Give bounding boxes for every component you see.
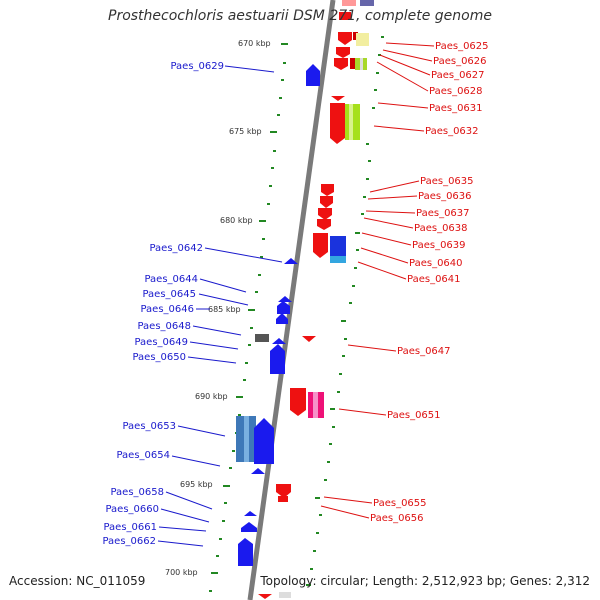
reverse-gene-glyphs bbox=[258, 0, 374, 599]
gene-label[interactable]: Paes_0641 bbox=[407, 274, 461, 285]
genome-backbone bbox=[247, 0, 336, 600]
gene-label[interactable]: Paes_0636 bbox=[418, 191, 472, 202]
gene-label[interactable]: Paes_0658 bbox=[110, 487, 164, 498]
minor-ticks-right bbox=[306, 36, 384, 586]
gene-glyph-paes-0635[interactable] bbox=[321, 184, 334, 196]
gene-glyph-paes-0628[interactable] bbox=[334, 58, 348, 70]
gene-label[interactable]: Paes_0662 bbox=[102, 536, 156, 547]
gene-label[interactable]: Paes_0639 bbox=[412, 240, 466, 251]
gene-label[interactable]: Paes_0661 bbox=[103, 522, 157, 533]
gene-glyph-paes-0627[interactable] bbox=[336, 47, 350, 58]
gene-label[interactable]: Paes_0640 bbox=[409, 258, 463, 269]
forward-leader-lines bbox=[157, 65, 283, 547]
gene-glyph-paes-0638[interactable] bbox=[317, 219, 331, 230]
minor-ticks-left bbox=[209, 62, 286, 592]
map-title: Prosthecochloris aestuarii DSM 271, comp… bbox=[108, 8, 492, 24]
scale-label: 670 kbp bbox=[238, 39, 271, 48]
reverse-gene-labels: Paes_0625 Paes_0626 Paes_0627 Paes_0628 … bbox=[370, 41, 489, 524]
gene-glyph-paes-0645[interactable] bbox=[277, 301, 290, 314]
genome-summary-text: Topology: circular; Length: 2,512,923 bp… bbox=[260, 574, 590, 588]
major-tick bbox=[270, 131, 277, 133]
major-tick bbox=[259, 220, 266, 222]
gene-glyph-paes-0651-a[interactable] bbox=[290, 388, 306, 416]
gene-glyph-paes-0636[interactable] bbox=[320, 196, 333, 208]
gene-glyph-paes-0639[interactable] bbox=[313, 233, 328, 258]
major-tick bbox=[281, 43, 288, 45]
gene-glyph-paes-0626[interactable] bbox=[356, 33, 369, 46]
gene-label[interactable]: Paes_0650 bbox=[132, 352, 186, 363]
gene-label[interactable]: Paes_0660 bbox=[105, 504, 159, 515]
gene-glyph-paes-0648[interactable] bbox=[255, 334, 269, 342]
gene-label[interactable]: Paes_0642 bbox=[149, 243, 203, 254]
gene-label[interactable]: Paes_0629 bbox=[170, 61, 224, 72]
gene-label[interactable]: Paes_0638 bbox=[414, 223, 468, 234]
gene-label[interactable]: Paes_0646 bbox=[140, 304, 194, 315]
major-tick bbox=[236, 396, 243, 398]
gene-glyph-paes-0655[interactable] bbox=[276, 484, 291, 498]
gene-label[interactable]: Paes_0627 bbox=[431, 70, 485, 81]
major-tick bbox=[248, 309, 255, 311]
gene-glyph-paes-0631[interactable] bbox=[331, 96, 345, 101]
gene-label[interactable]: Paes_0628 bbox=[429, 86, 483, 97]
gene-label[interactable]: Paes_0631 bbox=[429, 103, 483, 114]
scale-label: 695 kbp bbox=[180, 480, 213, 489]
gene-glyph-paes-0640[interactable] bbox=[330, 236, 346, 260]
accession-text: Accession: NC_011059 bbox=[9, 574, 146, 588]
gene-glyph-big-red[interactable] bbox=[330, 103, 345, 144]
gene-label[interactable]: Paes_0656 bbox=[370, 513, 424, 524]
major-ticks bbox=[211, 43, 288, 574]
gene-glyph-paes-0644[interactable] bbox=[278, 296, 292, 302]
gene-label[interactable]: Paes_0632 bbox=[425, 126, 479, 137]
gene-glyph-paes-0641[interactable] bbox=[330, 256, 346, 263]
gene-glyph-paes-0629[interactable] bbox=[306, 64, 320, 86]
scale-label: 700 kbp bbox=[165, 568, 198, 577]
gene-glyph-paes-0654[interactable] bbox=[254, 418, 274, 464]
gene-label[interactable]: Paes_0645 bbox=[142, 289, 196, 300]
major-tick bbox=[223, 485, 230, 487]
gene-label[interactable]: Paes_0649 bbox=[134, 337, 188, 348]
gene-glyph-paes-0660[interactable] bbox=[241, 522, 257, 532]
gene-label[interactable]: Paes_0655 bbox=[373, 498, 427, 509]
gene-glyph-paes-0647[interactable] bbox=[302, 336, 316, 342]
major-tick bbox=[211, 572, 218, 574]
gene-label[interactable]: Paes_0635 bbox=[420, 176, 474, 187]
forward-gene-labels: Paes_0629 Paes_0642 Paes_0644 Paes_0645 … bbox=[102, 61, 224, 547]
gene-glyph-paes-0646[interactable] bbox=[276, 313, 288, 324]
gene-label[interactable]: Paes_0625 bbox=[435, 41, 489, 52]
gene-glyph-paes-0658[interactable] bbox=[244, 511, 257, 516]
gene-glyph-paes-0642[interactable] bbox=[284, 258, 298, 264]
gene-label[interactable]: Paes_0626 bbox=[433, 56, 487, 67]
scale-label: 675 kbp bbox=[229, 127, 262, 136]
gene-glyph-paes-0649[interactable] bbox=[272, 338, 286, 344]
gene-glyph-paes-0625[interactable] bbox=[338, 32, 352, 45]
gene-glyph-paes-0650[interactable] bbox=[270, 344, 285, 374]
gene-label[interactable]: Paes_0648 bbox=[137, 321, 191, 332]
scale-label: 685 kbp bbox=[208, 305, 241, 314]
forward-gene-glyphs bbox=[236, 64, 320, 566]
gene-label[interactable]: Paes_0653 bbox=[122, 421, 176, 432]
scale-label: 690 kbp bbox=[195, 392, 228, 401]
gene-label[interactable]: Paes_0651 bbox=[387, 410, 441, 421]
scale-label: 680 kbp bbox=[220, 216, 253, 225]
gene-glyph-paes-0656[interactable] bbox=[278, 496, 288, 502]
gene-label[interactable]: Paes_0654 bbox=[116, 450, 170, 461]
gene-label[interactable]: Paes_0644 bbox=[144, 274, 198, 285]
gene-label[interactable]: Paes_0647 bbox=[397, 346, 451, 357]
reverse-leader-lines bbox=[320, 42, 435, 519]
gene-label[interactable]: Paes_0637 bbox=[416, 208, 470, 219]
gene-glyph-paes-0662[interactable] bbox=[238, 538, 253, 566]
gene-glyph-paes-0637[interactable] bbox=[318, 208, 332, 220]
